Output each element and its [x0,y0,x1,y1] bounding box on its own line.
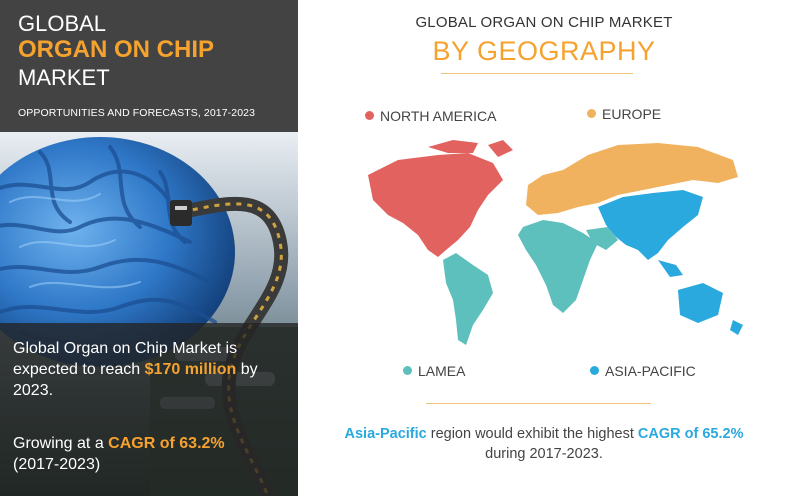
title-underline [441,73,633,74]
legend-europe: EUROPE [587,106,661,122]
market-stats-panel: Global Organ on Chip Market is expected … [0,323,298,496]
insight-note: Asia-Pacific region would exhibit the hi… [298,424,790,464]
north-america-region [368,140,513,257]
legend-label: EUROPE [602,106,662,122]
africa-region [518,220,618,313]
note-period: during 2017-2023. [485,446,603,462]
map-title: GLOBAL ORGAN ON CHIP MARKET [415,14,673,31]
left-panel: GLOBAL ORGAN ON CHIP MARKET OPPORTUNITIE… [0,0,298,496]
legend-label: NORTH AMERICA [380,108,497,124]
stat2-value: CAGR of 63.2% [108,435,225,452]
market-size-stat: Global Organ on Chip Market is expected … [13,338,288,401]
south-america-region [443,253,493,345]
cagr-stat: Growing at a CAGR of 63.2% (2017-2023) [13,433,288,475]
geography-panel: GLOBAL ORGAN ON CHIP MARKET BY GEOGRAPHY… [298,0,790,496]
note-region: Asia-Pacific [344,426,427,442]
stat2-suffix: (2017-2023) [13,456,101,473]
stat1-value: $170 million [144,361,237,378]
europe-region [526,143,738,215]
legend-label: ASIA-PACIFIC [605,363,696,379]
stat1-suffix: by 2023. [13,361,258,399]
title-line-market: MARKET [18,65,110,90]
stat2-prefix: Growing at a [13,435,104,452]
stat1-prefix: Global Organ on Chip Market is expected … [13,340,238,378]
note-divider [426,403,651,404]
cable-icon [170,200,192,226]
legend-lamea: LAMEA [403,363,465,379]
legend-label: LAMEA [418,363,466,379]
map-subtitle: BY GEOGRAPHY [432,36,656,66]
title-line-organ-on-chip: ORGAN ON CHIP [18,36,215,63]
title-block: GLOBAL ORGAN ON CHIP MARKET OPPORTUNITIE… [0,0,298,132]
legend-north-america: NORTH AMERICA [365,108,496,124]
report-subtitle: OPPORTUNITIES AND FORECASTS, 2017-2023 [18,107,256,119]
title-line-global: GLOBAL [18,11,107,36]
legend-asia-pacific: ASIA-PACIFIC [590,363,696,379]
world-map [368,140,743,345]
asia-pacific-dot [590,366,599,375]
lamea-dot [403,366,412,375]
note-mid: region would exhibit the highest [430,426,634,442]
north-america-dot [365,111,374,120]
asia-pacific-region [598,190,743,335]
note-cagr: CAGR of 65.2% [637,426,744,442]
europe-dot [587,109,596,118]
